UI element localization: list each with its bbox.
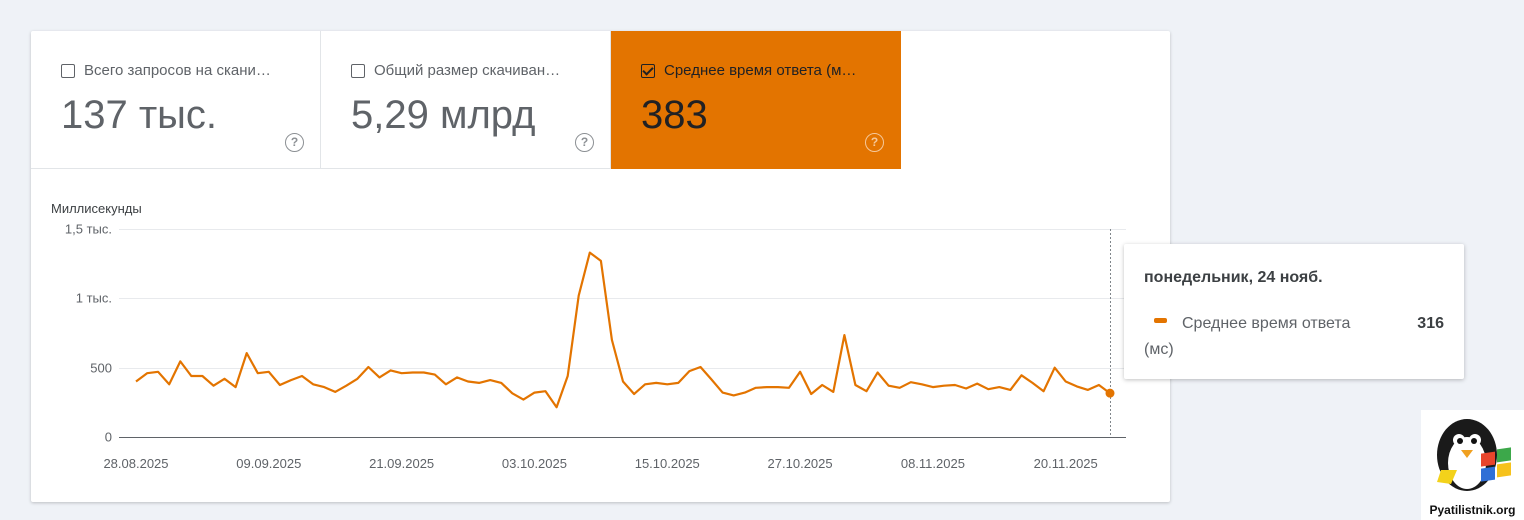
x-tick-label: 27.10.2025 <box>768 456 833 471</box>
series-line <box>135 251 1111 409</box>
metric-head: Среднее время ответа (м… <box>641 62 856 79</box>
metric-avg-response-time[interactable]: Среднее время ответа (м… 383 ? <box>611 31 901 169</box>
metric-head: Всего запросов на скани… <box>61 62 271 79</box>
metric-tabs: Всего запросов на скани… 137 тыс. ? Общи… <box>31 31 901 169</box>
metric-value: 383 <box>641 93 708 137</box>
y-tick-labels: 0 500 1 тыс. 1,5 тыс. <box>65 222 112 445</box>
hovered-data-point <box>1105 388 1115 398</box>
penguin-logo-icon <box>1437 419 1511 491</box>
grid-lines <box>119 229 1126 438</box>
series-layer <box>135 251 1115 409</box>
x-tick-label: 03.10.2025 <box>502 456 567 471</box>
x-tick-label: 28.08.2025 <box>103 456 168 471</box>
x-tick-label: 08.11.2025 <box>901 456 965 471</box>
y-tick-label: 0 <box>105 430 112 445</box>
tooltip-date: понедельник, 24 нояб. <box>1144 269 1323 286</box>
x-tick-label: 21.09.2025 <box>369 456 434 471</box>
watermark-text: Pyatilistnik.org <box>1429 503 1516 517</box>
metric-checkbox[interactable] <box>351 63 365 78</box>
metric-label: Общий размер скачиван… <box>374 62 561 79</box>
y-tick-label: 1 тыс. <box>76 291 112 306</box>
metric-checkbox[interactable] <box>61 63 75 78</box>
metric-head: Общий размер скачиван… <box>351 62 560 79</box>
x-tick-label: 15.10.2025 <box>635 456 700 471</box>
y-tick-label: 1,5 тыс. <box>65 222 112 237</box>
metric-label: Всего запросов на скани… <box>84 62 271 79</box>
metric-total-download-size[interactable]: Общий размер скачиван… 5,29 млрд ? <box>321 31 611 169</box>
metric-value: 5,29 млрд <box>351 93 536 137</box>
metric-checkbox-checked[interactable] <box>641 63 655 78</box>
y-tick-label: 500 <box>90 361 112 376</box>
metric-label: Среднее время ответа (м… <box>664 62 857 79</box>
tooltip-series-name: Среднее время ответа (мс) <box>1144 315 1351 358</box>
help-icon[interactable]: ? <box>865 133 884 152</box>
x-tick-label: 20.11.2025 <box>1034 456 1098 471</box>
y-axis-title: Миллисекунды <box>51 201 142 216</box>
tooltip-value: 316 <box>1417 315 1444 332</box>
watermark-logo: Pyatilistnik.org <box>1421 410 1524 520</box>
help-icon[interactable]: ? <box>575 133 594 152</box>
series-swatch <box>1154 318 1167 323</box>
metric-total-requests[interactable]: Всего запросов на скани… 137 тыс. ? <box>31 31 321 169</box>
metric-value: 137 тыс. <box>61 93 218 137</box>
help-icon[interactable]: ? <box>285 133 304 152</box>
chart-tooltip: понедельник, 24 нояб. Среднее время отве… <box>1124 244 1464 379</box>
performance-card: Всего запросов на скани… 137 тыс. ? Общи… <box>31 31 1170 502</box>
x-tick-labels: 28.08.2025 09.09.2025 21.09.2025 03.10.2025… <box>103 456 1097 471</box>
x-tick-label: 09.09.2025 <box>236 456 301 471</box>
